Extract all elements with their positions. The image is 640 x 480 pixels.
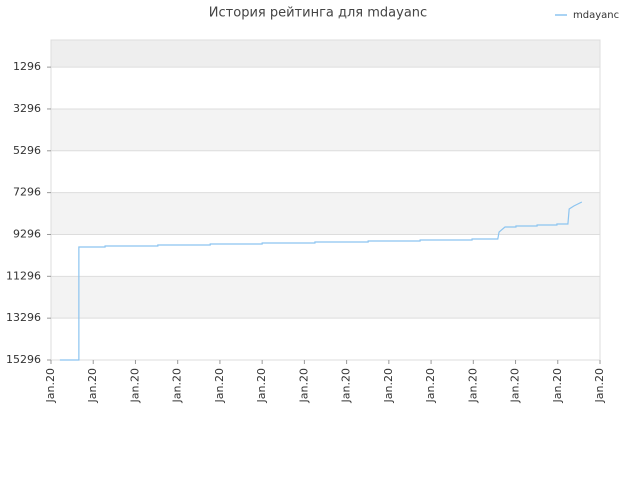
x-tick-label: Jan.20	[340, 368, 353, 403]
y-tick-label: 13296	[6, 311, 41, 324]
y-tick-label: 7296	[13, 186, 41, 199]
y-tick-label: 1296	[13, 60, 41, 73]
x-tick-label: Jan.20	[255, 368, 268, 403]
band	[51, 40, 600, 68]
band	[51, 276, 600, 319]
x-tick-label: Jan.20	[424, 368, 437, 403]
legend-label: mdayanc	[573, 10, 619, 21]
x-tick-label: Jan.20	[128, 368, 141, 403]
band	[51, 318, 600, 360]
band	[51, 150, 600, 193]
x-tick-label: Jan.20	[44, 368, 57, 403]
x-tick-label: Jan.20	[509, 368, 522, 403]
x-tick-label: Jan.20	[297, 368, 310, 403]
y-tick-label: 15296	[6, 353, 41, 366]
x-tick-label: Jan.20	[86, 368, 99, 403]
x-tick-label: Jan.20	[593, 368, 606, 403]
x-tick-label: Jan.20	[213, 368, 226, 403]
y-tick-label: 3296	[13, 102, 41, 115]
y-tick-label: 9296	[13, 227, 41, 240]
band	[51, 192, 600, 235]
band	[51, 234, 600, 277]
line	[59, 201, 583, 361]
y-tick-label: 5296	[13, 144, 41, 157]
band	[51, 67, 600, 109]
x-tick-label: Jan.20	[382, 368, 395, 403]
chart-title: История рейтинга для mdayanc	[209, 6, 427, 21]
x-tick-label: Jan.20	[551, 368, 564, 403]
band	[51, 108, 600, 151]
y-tick-label: 11296	[6, 269, 41, 282]
x-tick-label: Jan.20	[171, 368, 184, 403]
x-tick-label: Jan.20	[466, 368, 479, 403]
